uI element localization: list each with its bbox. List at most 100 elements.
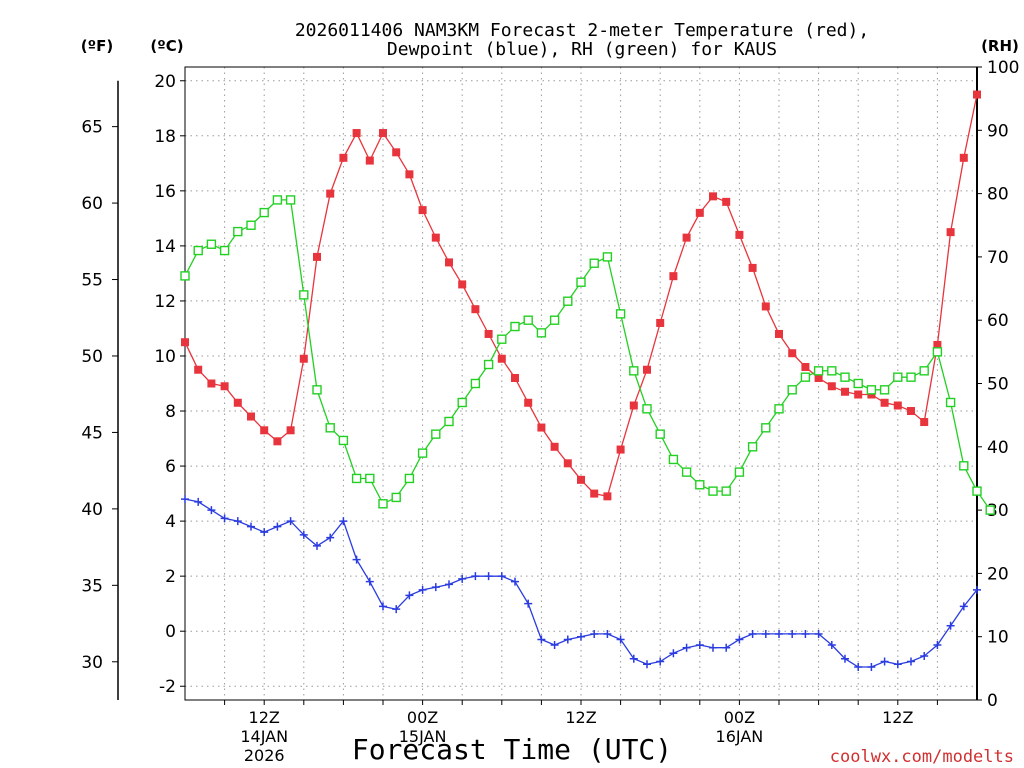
rh-point: [497, 334, 507, 344]
rh-point: [734, 467, 745, 477]
fahrenheit-tick-label: 35: [81, 576, 103, 596]
rh-point: [708, 486, 718, 496]
temperature-point: [181, 338, 189, 347]
dewpoint-point: [854, 662, 863, 671]
temperature-point: [273, 437, 282, 446]
fahrenheit-tick-label: 30: [81, 653, 103, 673]
dewpoint-point: [867, 662, 876, 671]
celsius-tick-label: 10: [154, 347, 176, 367]
dewpoint-point: [603, 629, 612, 638]
dewpoint-point: [880, 657, 889, 666]
rh-point: [523, 315, 533, 325]
temperature-point: [841, 387, 849, 396]
rh-point: [642, 404, 652, 414]
temperature-point: [973, 90, 981, 99]
temperature-point: [207, 379, 216, 388]
temperature-point: [748, 263, 757, 272]
temperature-point: [603, 492, 612, 501]
dewpoint-point: [682, 643, 691, 652]
rh-tick-label: 100: [987, 58, 1019, 78]
rh-point: [233, 226, 243, 237]
rh-point: [219, 245, 230, 256]
rh-point: [457, 397, 467, 408]
temperature-point: [827, 382, 836, 391]
rh-point: [365, 473, 375, 484]
celsius-tick-label: 2: [165, 567, 176, 587]
temperature-point: [907, 407, 915, 416]
rh-point: [470, 378, 481, 389]
temperature-point: [299, 354, 308, 363]
fahrenheit-unit-label: (ºF): [81, 37, 113, 55]
rh-point: [721, 486, 731, 496]
temperature-point: [471, 305, 480, 314]
rh-point: [985, 505, 995, 515]
rh-point: [549, 315, 560, 325]
celsius-tick-label: 4: [165, 512, 176, 532]
dewpoint-point: [920, 651, 929, 660]
dewpoint-point: [669, 649, 678, 658]
temperature-point: [709, 192, 717, 201]
dewpoint-point: [907, 657, 915, 666]
rh-tick-label: 90: [987, 121, 1009, 141]
fahrenheit-tick-label: 40: [81, 500, 103, 520]
temperature-point: [735, 230, 744, 239]
rh-point: [206, 239, 217, 249]
dewpoint-point: [220, 514, 229, 523]
celsius-tick-label: 18: [154, 127, 176, 147]
dewpoint-point: [207, 506, 216, 515]
dewpoint-point: [775, 629, 783, 638]
dewpoint-point: [352, 555, 361, 564]
dewpoint-point: [365, 577, 374, 586]
dewpoint-point: [933, 640, 942, 649]
fahrenheit-tick-label: 45: [81, 423, 103, 443]
temperature-point: [260, 426, 269, 435]
fahrenheit-tick-label: 50: [81, 347, 103, 367]
temperature-point: [220, 382, 229, 391]
rh-point: [444, 416, 454, 427]
rh-point: [668, 454, 679, 465]
rh-point: [325, 423, 335, 433]
x-tick-label: 12Z: [565, 708, 596, 727]
rh-point: [431, 429, 441, 439]
temperature-point: [563, 459, 572, 468]
dewpoint-point: [946, 621, 955, 630]
rh-point: [813, 366, 824, 376]
rh-point: [576, 277, 586, 287]
temperature-point: [880, 398, 889, 407]
celsius-tick-label: 12: [154, 292, 176, 312]
rh-point: [536, 328, 547, 338]
temperature-point: [854, 390, 863, 399]
temperature-point: [946, 228, 955, 237]
dewpoint-point: [709, 643, 717, 652]
rh-point: [747, 442, 758, 452]
temperature-point: [431, 233, 440, 242]
temperature-point: [313, 252, 321, 261]
dewpoint-point: [313, 541, 321, 550]
rh-point: [866, 385, 877, 395]
dewpoint-point: [497, 572, 506, 581]
temperature-point: [365, 156, 374, 165]
fahrenheit-tick-label: 60: [81, 194, 103, 214]
rh-point: [615, 309, 626, 319]
dewpoint-point: [893, 660, 902, 669]
temperature-point: [814, 373, 823, 382]
temperature-point: [643, 365, 651, 374]
celsius-tick-label: -2: [159, 677, 176, 697]
rh-point: [906, 372, 916, 382]
dewpoint-point: [590, 629, 599, 638]
rh-tick-label: 20: [987, 564, 1009, 584]
rh-point: [378, 499, 388, 509]
temperature-point: [247, 412, 255, 421]
dewpoint-point: [299, 530, 308, 539]
fahrenheit-tick-label: 65: [81, 118, 103, 138]
dewpoint-point: [695, 640, 704, 649]
temperature-point: [194, 365, 203, 374]
x-tick-date-label: 14JAN: [240, 727, 288, 746]
rh-point: [629, 366, 639, 376]
rh-point: [840, 372, 850, 382]
rh-point: [404, 473, 415, 484]
dewpoint-point: [550, 640, 559, 649]
chart-title-line1: 2026011406 NAM3KM Forecast 2-meter Tempe…: [295, 20, 869, 41]
rh-tick-label: 0: [987, 691, 998, 711]
dewpoint-point: [656, 657, 665, 666]
